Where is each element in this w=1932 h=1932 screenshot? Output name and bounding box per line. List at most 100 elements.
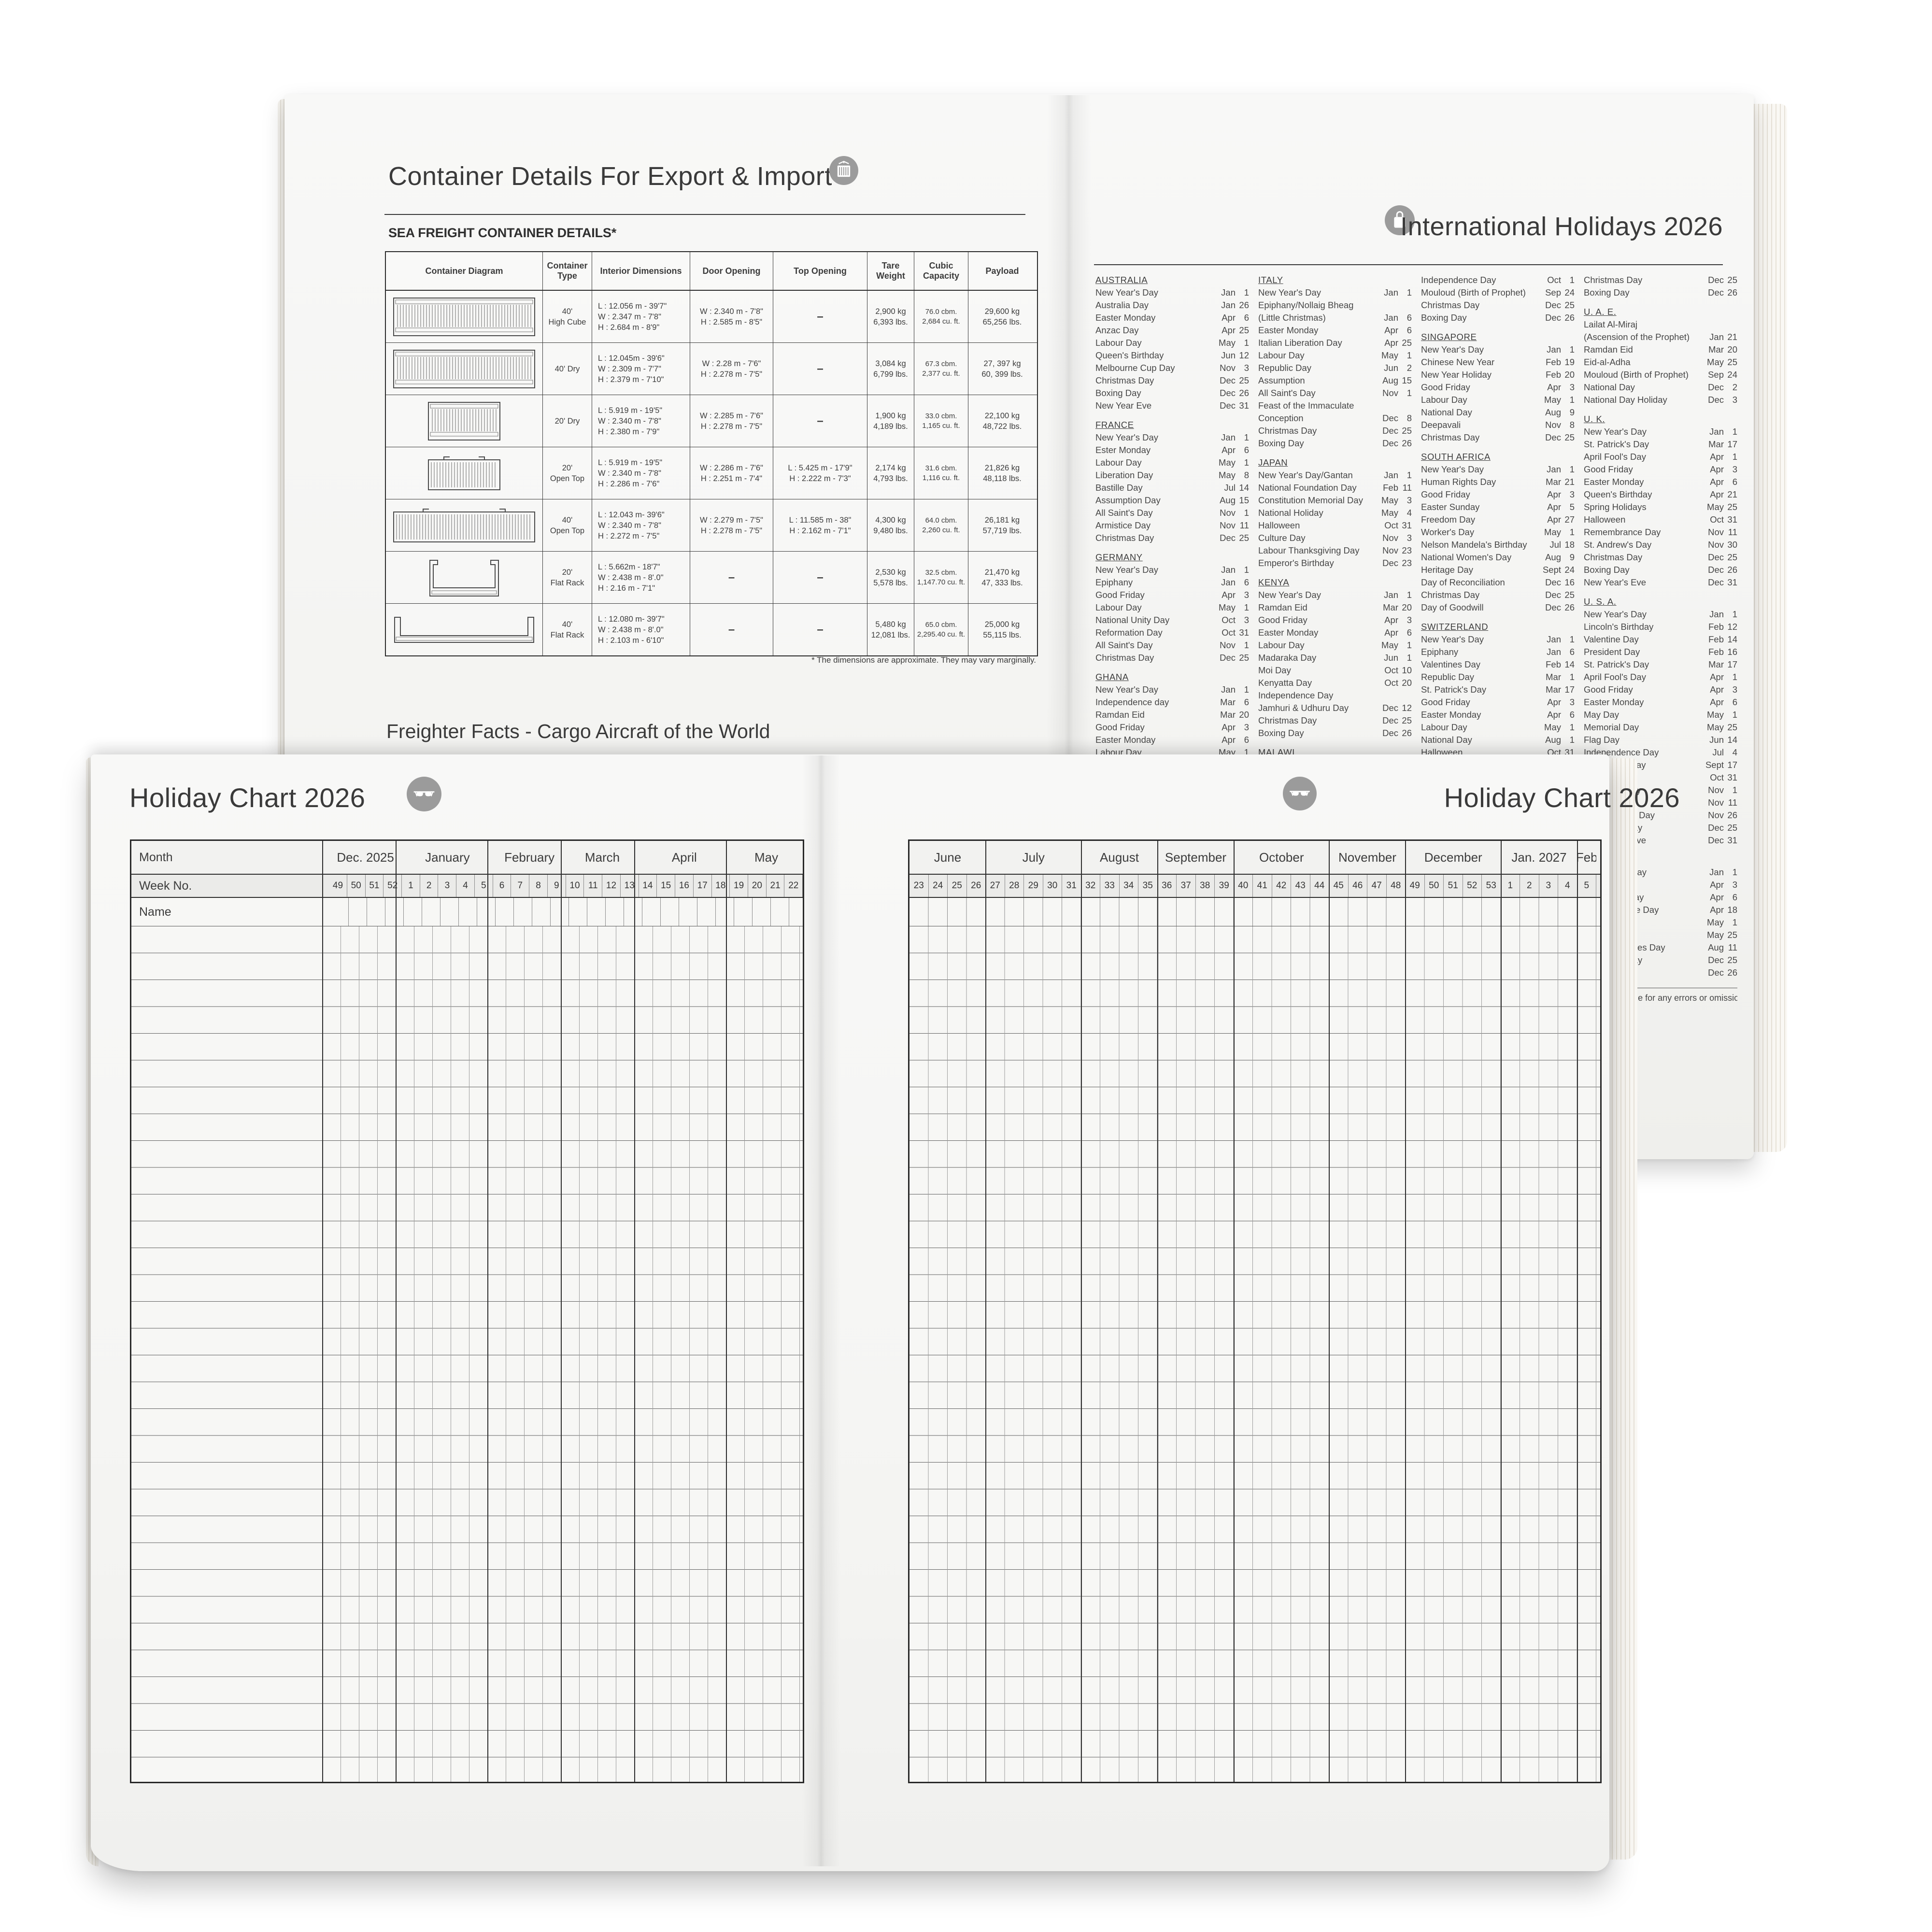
- holiday-name: Culture Day: [1258, 533, 1306, 543]
- holiday-item: Ramdan Eid Mar 20: [1258, 601, 1412, 614]
- holiday-name: New Year's Eve: [1584, 577, 1646, 587]
- month-boundary-line: [1157, 841, 1158, 1782]
- dash: –: [817, 414, 824, 427]
- country-header: KENYA: [1258, 577, 1290, 587]
- month-header: January: [425, 850, 470, 865]
- holiday-month: Apr: [1222, 325, 1236, 335]
- holiday-item: New Year's Day Jan 1: [1421, 633, 1575, 646]
- value-line: 1,900 kg: [875, 411, 906, 420]
- holiday-day: 19: [1564, 357, 1575, 367]
- container-type: 40' Flat Rack: [543, 604, 592, 655]
- holiday-day: 3: [1732, 395, 1737, 405]
- holiday-day: 6: [1732, 477, 1737, 487]
- holiday-item: Bastille Day Jul 14: [1095, 482, 1249, 494]
- holiday-name: St. Patrick's Day: [1584, 439, 1649, 449]
- holiday-month: Mar: [1220, 710, 1236, 720]
- holiday-name: Eid-al-Adha: [1584, 357, 1631, 367]
- dash: –: [728, 570, 735, 584]
- holiday-name: Christmas Day: [1421, 590, 1480, 600]
- interior-dimensions: L : 12.045m - 39'6" W : 2.309 m - 7'7" H :…: [592, 343, 690, 395]
- week-number-cell: 52: [384, 875, 402, 897]
- holiday-name: Ramdan Eid: [1095, 710, 1145, 720]
- holiday-item: Nelson Mandela's Birthday Jul 18: [1421, 539, 1575, 551]
- holiday-day: 20: [1239, 710, 1249, 720]
- table-row: 20' Dry L : 5.919 m - 19'5" W : 2.340 m - …: [386, 395, 1037, 447]
- holiday-day: 2: [1406, 363, 1412, 373]
- holiday-month: Jan: [1709, 609, 1724, 619]
- holiday-name: National Holiday: [1258, 508, 1323, 518]
- value-line: L : 5.919 m - 19'5": [598, 458, 663, 467]
- value-line: 2,900 kg: [875, 307, 906, 316]
- value-line: 65.0 cbm.: [925, 620, 957, 629]
- holiday-item: New Year's Day Jan 1: [1095, 431, 1249, 444]
- holiday-day: 1: [1569, 464, 1575, 474]
- holiday-name: Mouloud (Birth of Prophet): [1584, 369, 1689, 380]
- holiday-month: Dec: [1545, 300, 1561, 310]
- holiday-item: New Year's Day Jan 1: [1095, 564, 1249, 576]
- dash: –: [728, 623, 735, 636]
- holiday-month: Jan: [1221, 684, 1236, 695]
- holiday-month: Dec: [1708, 395, 1724, 405]
- value-line: H : 2.103 m - 6'10": [598, 636, 664, 645]
- holiday-month: Apr: [1710, 880, 1724, 890]
- value-line: H : 2.585 m - 8'5": [700, 317, 763, 327]
- holiday-item: Easter Monday Apr 6: [1258, 626, 1412, 639]
- holiday-day: 1: [1569, 395, 1575, 405]
- value-line: 4,300 kg: [875, 515, 906, 525]
- cubic-capacity: 76.0 cbm. 2,684 cu. ft.: [914, 291, 968, 342]
- value-line: 65,256 lbs.: [982, 317, 1022, 327]
- holiday-name: Assumption: [1258, 375, 1305, 385]
- holiday-day: 25: [1564, 300, 1575, 310]
- value-line: W : 2.340 m - 7'8": [598, 521, 661, 530]
- holiday-month: Dec: [1220, 400, 1236, 411]
- value-line: H : 2.684 m - 8'9": [598, 323, 660, 332]
- top-opening: L : 11.585 m - 38" H : 2.162 m - 7'1": [773, 499, 867, 551]
- luggage-icon: [1385, 205, 1415, 235]
- holiday-name: New Year's Day: [1095, 684, 1159, 695]
- holiday-day: 26: [1402, 438, 1412, 448]
- holiday-day: 3: [1244, 590, 1249, 600]
- value-line: H : 2.379 m - 7'10": [598, 375, 664, 384]
- holiday-name: Lincoln's Birthday: [1584, 622, 1654, 632]
- month-boundary-line: [1329, 841, 1330, 1782]
- holiday-item: Worker's Day May 1: [1421, 526, 1575, 539]
- holiday-name: Good Friday: [1421, 697, 1470, 707]
- holiday-item: Feast of the Immaculate: [1258, 399, 1412, 412]
- holiday-day: 1: [1732, 867, 1737, 877]
- week-number-cell: 23: [909, 875, 929, 897]
- week-number-cell: 49: [1406, 875, 1425, 897]
- holiday-month: May: [1219, 457, 1236, 468]
- holiday-day: 17: [1564, 684, 1575, 695]
- holiday-item: Good Friday Apr 3: [1095, 721, 1249, 734]
- holiday-name: Good Friday: [1258, 615, 1307, 625]
- holiday-day: 1: [1406, 590, 1412, 600]
- holiday-name: Ramdan Eid: [1258, 602, 1307, 612]
- value-line: 21,470 kg: [984, 568, 1020, 577]
- value-line: 57,719 lbs.: [982, 526, 1022, 535]
- holiday-day: 26: [1727, 287, 1737, 298]
- cubic-capacity: 32.5 cbm. 1,147.70 cu. ft.: [914, 552, 968, 603]
- country-header: FRANCE: [1095, 420, 1134, 430]
- top-opening: –: [773, 395, 867, 447]
- holiday-month: Dec: [1545, 313, 1561, 323]
- holiday-day: 14: [1727, 735, 1737, 745]
- country-header: U. K.: [1584, 414, 1605, 424]
- holiday-name: Ramdan Eid: [1584, 344, 1633, 355]
- holiday-item: Madaraka Day Jun 1: [1258, 652, 1412, 664]
- week-number-cell: 3: [438, 875, 457, 897]
- holiday-month: Mar: [1708, 659, 1724, 669]
- holiday-name: Halloween: [1584, 514, 1626, 525]
- holiday-day: 25: [1727, 722, 1737, 732]
- holiday-name: Easter Monday: [1584, 697, 1644, 707]
- value-line: 26,181 kg: [984, 515, 1020, 525]
- value-line: W : 2.309 m - 7'7": [598, 364, 661, 373]
- holiday-month: Apr: [1547, 382, 1561, 392]
- holiday-day: 21: [1727, 489, 1737, 499]
- holiday-month: Dec: [1708, 955, 1724, 965]
- holiday-name: National Day: [1421, 407, 1472, 417]
- holiday-day: 6: [1244, 313, 1249, 323]
